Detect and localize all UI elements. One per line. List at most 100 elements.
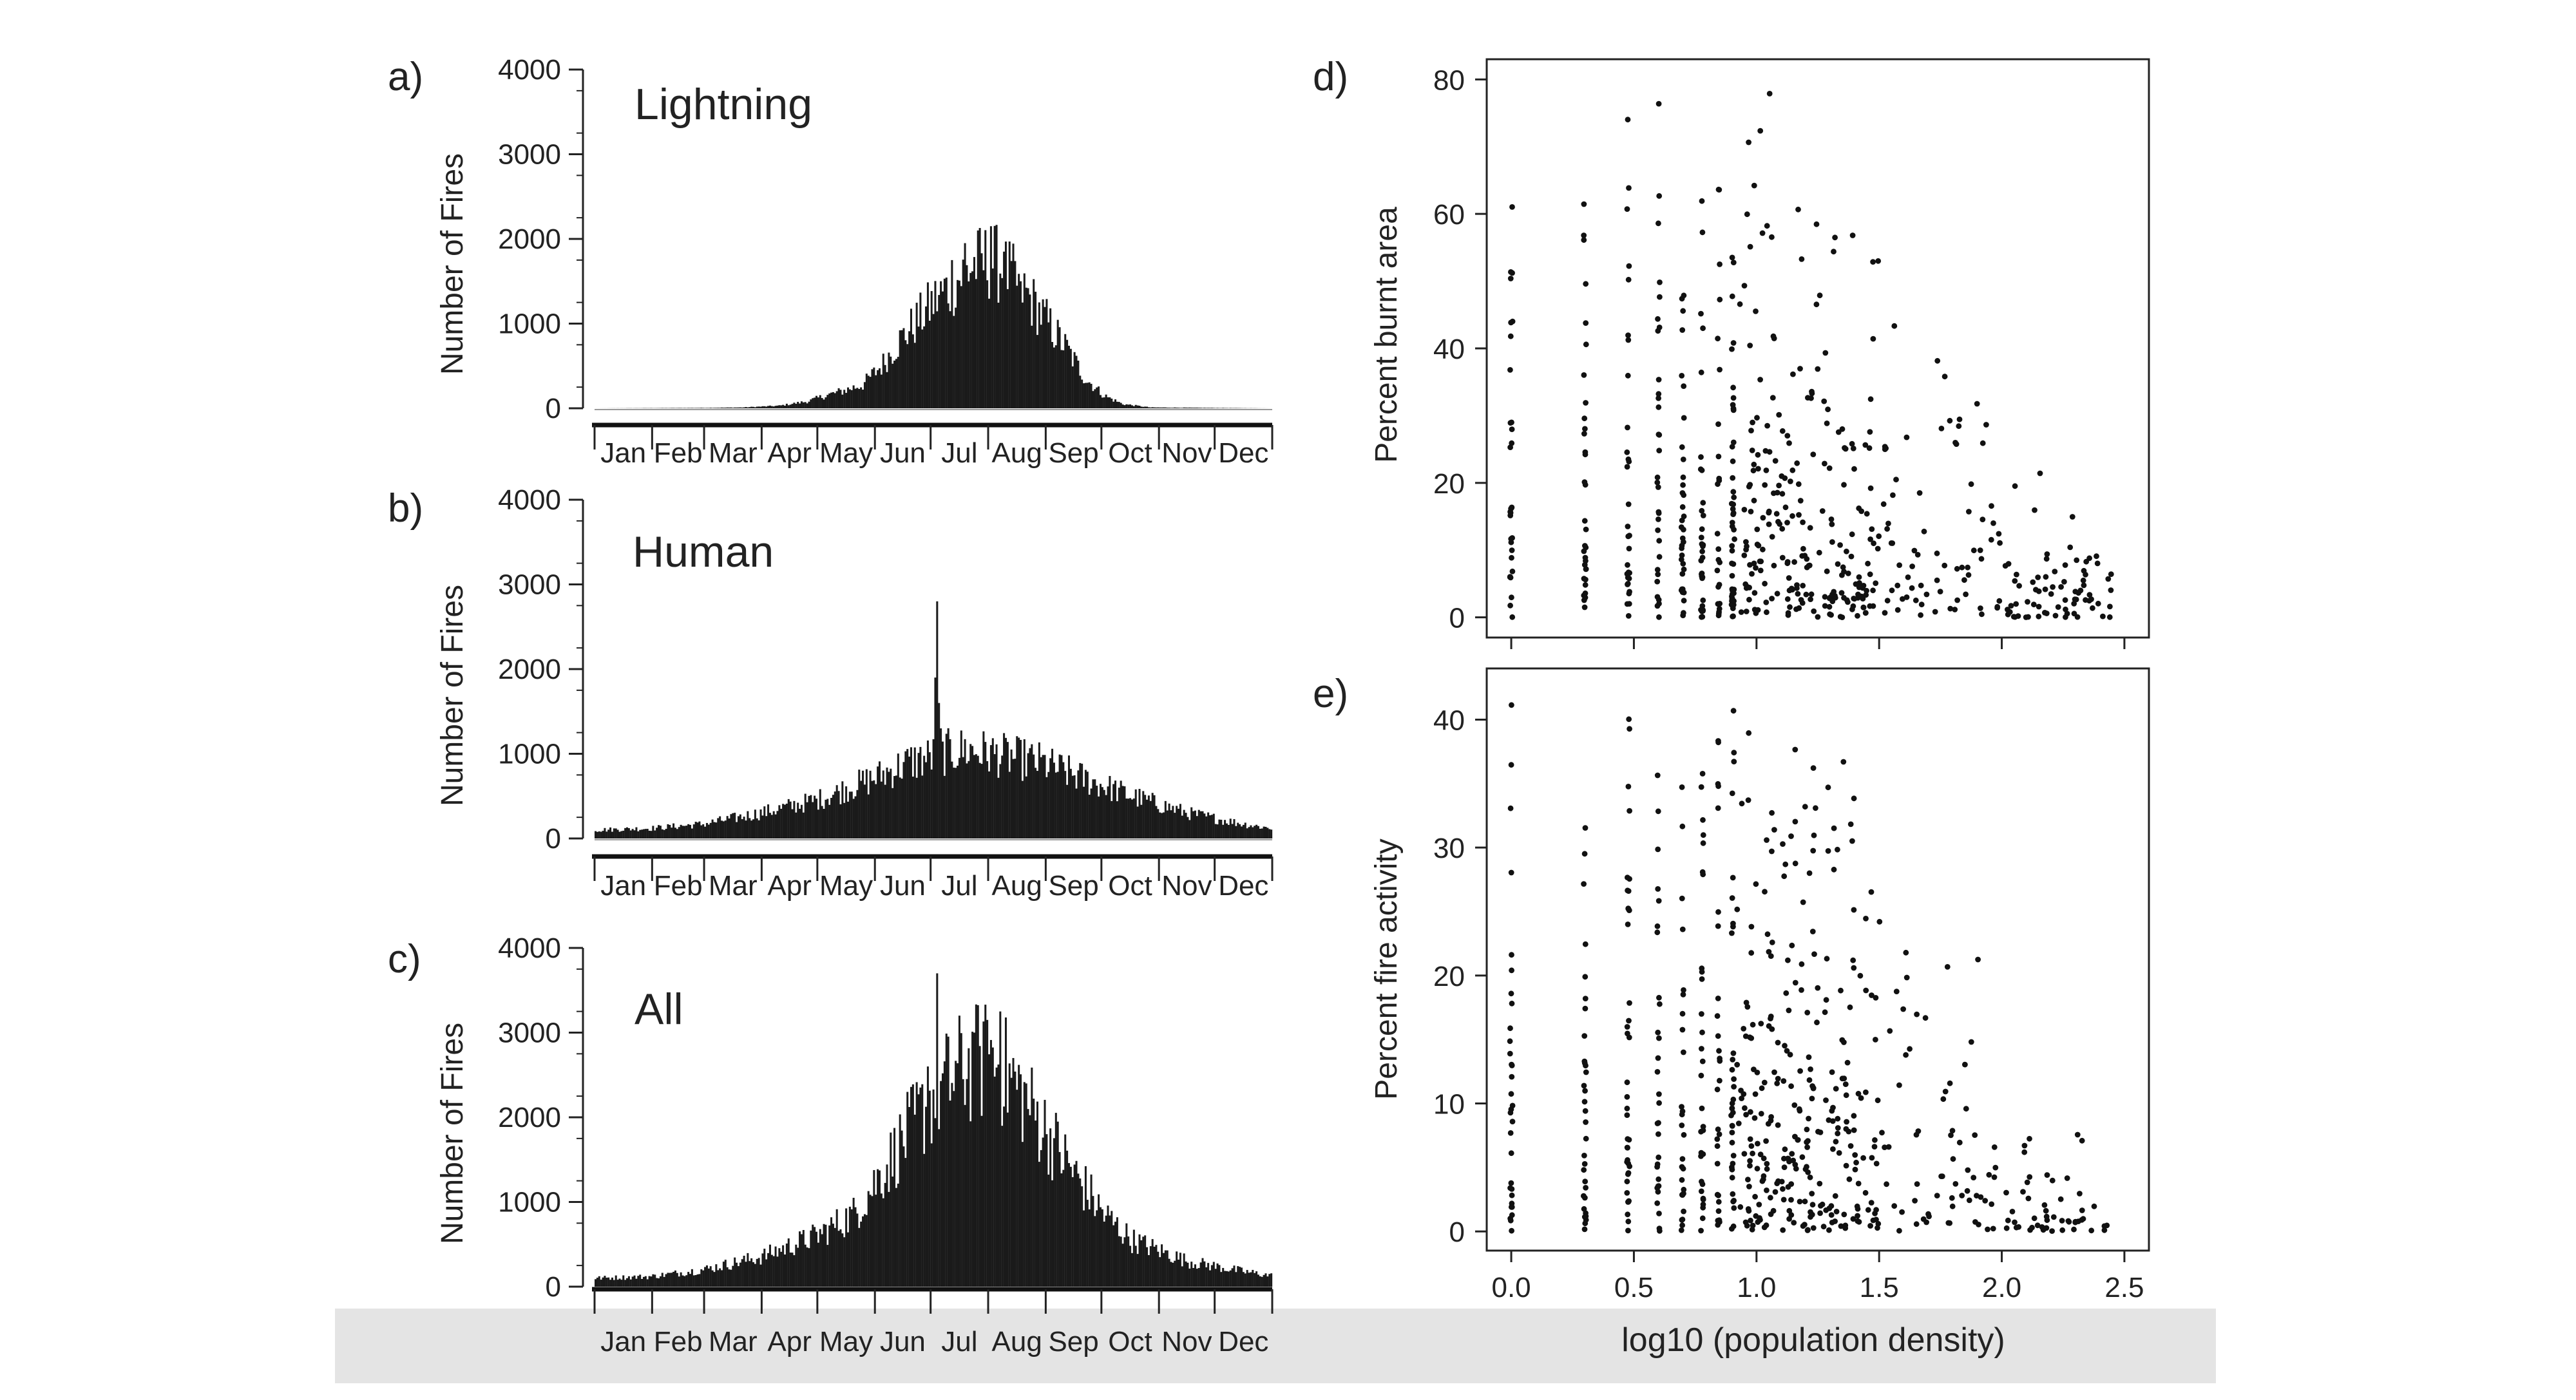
histogram-bar [767, 804, 770, 838]
data-point [1811, 608, 1817, 614]
data-point [1768, 953, 1774, 959]
data-point [1744, 211, 1750, 218]
data-point [1918, 582, 1924, 589]
data-point [1889, 587, 1895, 594]
histogram-bar [915, 777, 918, 838]
data-point [1785, 957, 1791, 963]
data-point [2079, 1207, 2085, 1213]
histogram-bar [1125, 799, 1128, 838]
histogram-bar [1131, 1253, 1133, 1287]
data-point [1624, 464, 1630, 470]
data-point [1845, 571, 1851, 576]
data-point [1581, 576, 1587, 582]
histogram-bar [1121, 1244, 1124, 1287]
histogram-bar [980, 253, 983, 408]
histogram-bar [1197, 1267, 1200, 1287]
histogram-bar [732, 813, 734, 838]
histogram-bar [1064, 334, 1067, 408]
histogram-bar [1268, 829, 1271, 838]
data-point [1776, 482, 1782, 489]
data-point [1766, 521, 1772, 527]
histogram-bar [615, 1275, 617, 1287]
histogram-bar [700, 1269, 703, 1287]
data-point [1731, 1198, 1737, 1204]
data-point [1699, 198, 1705, 204]
data-point [1770, 1207, 1777, 1214]
histogram-bar [986, 761, 989, 838]
data-point [1792, 818, 1798, 825]
histogram-bar [1179, 804, 1181, 838]
histogram-bar [1035, 292, 1037, 408]
histogram-bar [604, 1276, 606, 1287]
data-point [1831, 589, 1837, 595]
histogram-bar [646, 1279, 649, 1287]
x-tick-label: 1.5 [1860, 1272, 1899, 1303]
histogram-bar [745, 407, 747, 408]
histogram-bar [1062, 1169, 1065, 1287]
data-point [1714, 1136, 1721, 1142]
data-point [1679, 444, 1685, 450]
data-point [1811, 832, 1817, 838]
y-tick-label: 0 [546, 823, 561, 855]
data-point [1838, 590, 1845, 596]
histogram-bar [888, 771, 890, 838]
data-point [1679, 1104, 1684, 1110]
data-point [2030, 579, 2036, 585]
data-point [1729, 444, 1735, 450]
x-tick-label: Aug [992, 1326, 1042, 1357]
histogram-bar [867, 794, 870, 838]
data-point [2003, 1189, 2009, 1196]
data-point [1850, 603, 1856, 609]
histogram-bar [702, 824, 705, 838]
histogram-bar [854, 796, 857, 838]
histogram-bar [676, 829, 678, 838]
data-point [2081, 567, 2087, 574]
data-point [1715, 453, 1722, 460]
histogram-bar [1042, 299, 1044, 408]
data-point [1852, 1152, 1858, 1158]
histogram-bar [778, 805, 781, 838]
histogram-bar [1038, 742, 1040, 838]
data-point [1581, 604, 1588, 610]
data-point [1729, 254, 1735, 261]
histogram-bar [917, 753, 920, 838]
data-point [1873, 1216, 1879, 1223]
data-point [1949, 1128, 1956, 1134]
data-point [1679, 784, 1685, 790]
data-point [1679, 1026, 1686, 1033]
histogram-bar [1120, 780, 1122, 838]
data-point [1771, 562, 1777, 569]
histogram-bar [778, 1248, 781, 1287]
data-point [1938, 426, 1945, 431]
data-point [2067, 544, 2074, 551]
histogram-bar [665, 829, 667, 838]
histogram-bar [1254, 826, 1256, 838]
histogram-bar [1004, 241, 1007, 408]
data-point [1681, 1131, 1687, 1138]
histogram-bar [984, 230, 987, 408]
histogram-bar [1098, 796, 1100, 838]
histogram-bar [776, 405, 779, 408]
histogram-bar [720, 1270, 723, 1287]
data-point [1742, 1219, 1749, 1225]
histogram-bar [1084, 1166, 1087, 1287]
histogram-bar [1006, 1112, 1009, 1287]
histogram-bar [1036, 771, 1038, 838]
histogram-bar [1127, 404, 1130, 408]
histogram-bar [1239, 824, 1241, 838]
data-point [1842, 1222, 1849, 1229]
data-point [1583, 341, 1589, 348]
data-point [1655, 395, 1662, 401]
data-point [1774, 1081, 1780, 1086]
histogram-bar [1112, 1225, 1115, 1287]
histogram-bar [1157, 809, 1159, 838]
histogram-bar [1008, 771, 1011, 838]
histogram-bar [689, 1274, 692, 1287]
data-point [1717, 1077, 1722, 1084]
data-point [1698, 1072, 1704, 1079]
panel-c-letter: c) [388, 937, 421, 981]
histogram-bar [1060, 1173, 1063, 1287]
data-point [2088, 1227, 2095, 1234]
panel-e-ylabel: Percent fire activity [1369, 838, 1404, 1099]
histogram-bar [1116, 401, 1118, 408]
